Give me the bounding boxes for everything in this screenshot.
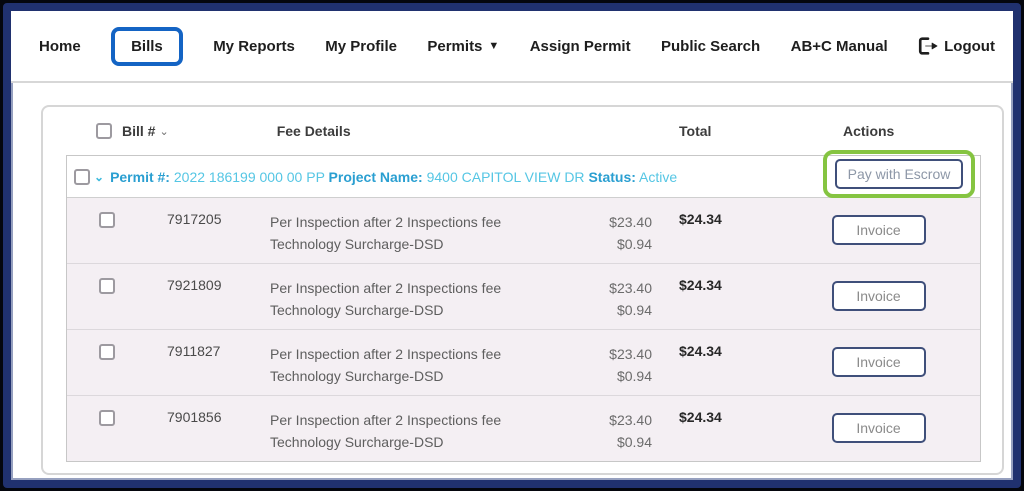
invoice-button[interactable]: Invoice [831,281,926,311]
invoice-button[interactable]: Invoice [831,347,926,377]
bill-row-checkbox[interactable] [99,278,115,294]
column-header-actions: Actions [843,123,895,139]
bill-number: 7911827 [167,343,221,359]
nav-item-my-profile[interactable]: My Profile [325,37,397,55]
bill-row-checkbox[interactable] [99,344,115,360]
fee-amount: $0.94 [616,302,652,318]
nav-item-permits-label: Permits [427,37,483,55]
nav-item-my-reports[interactable]: My Reports [213,37,295,55]
table-row: 7901856 Per Inspection after 2 Inspectio… [67,396,980,462]
status-label: Status: [588,168,636,185]
fee-amount: $0.94 [616,236,652,252]
row-total: $24.34 [679,211,722,227]
column-header-total: Total [679,123,712,139]
fee-name: Per Inspection after 2 Inspections fee [270,412,502,428]
logout-icon [918,37,938,55]
select-all-checkbox[interactable] [96,123,112,139]
invoice-button[interactable]: Invoice [831,215,926,245]
nav-item-abc-manual[interactable]: AB+C Manual [790,37,888,55]
row-actions: Invoice [777,347,980,377]
nav-item-home[interactable]: Home [39,37,81,55]
fee-name: Technology Surcharge-DSD [270,236,444,252]
table-row: 7911827 Per Inspection after 2 Inspectio… [67,330,980,396]
fee-name: Per Inspection after 2 Inspections fee [270,214,502,230]
fee-amount: $23.40 [609,412,652,428]
column-header-bill[interactable]: Bill # ⌄ [122,123,169,139]
bills-group-panel: ⌄ Permit #: 2022 186199 000 00 PP Projec… [66,150,981,462]
fee-name: Per Inspection after 2 Inspections fee [270,280,502,296]
permit-number-label: Permit #: [110,168,170,185]
bill-row-checkbox[interactable] [99,212,115,228]
row-total: $24.34 [679,277,722,293]
top-nav: Home Bills My Reports My Profile Permits… [11,11,1013,83]
fee-name: Per Inspection after 2 Inspections fee [270,346,502,362]
permit-summary-text: Permit #: 2022 186199 000 00 PP Project … [110,169,677,185]
fee-amount: $23.40 [609,214,652,230]
pay-with-escrow-button[interactable]: Pay with Escrow [835,159,963,189]
status-value: Active [639,168,678,185]
nav-item-bills-label: Bills [131,37,163,55]
nav-item-bills-highlighted[interactable]: Bills [111,26,183,66]
row-total: $24.34 [679,409,722,425]
fee-amounts: $23.40 $0.94 [562,409,652,453]
project-name-label: Project Name: [328,168,423,185]
fee-amounts: $23.40 $0.94 [562,211,652,255]
fee-names: Per Inspection after 2 Inspections fee T… [270,343,562,387]
table-row: 7921809 Per Inspection after 2 Inspectio… [67,264,980,330]
row-actions: Invoice [777,413,980,443]
fee-names: Per Inspection after 2 Inspections fee T… [270,277,562,321]
bill-number: 7921809 [167,277,222,293]
bill-number: 7901856 [167,409,222,425]
fee-names: Per Inspection after 2 Inspections fee T… [270,211,562,255]
nav-item-logout[interactable]: Logout [918,37,995,55]
fee-name: Technology Surcharge-DSD [270,434,444,450]
fee-amounts: $23.40 $0.94 [562,343,652,387]
fee-amount: $0.94 [616,434,652,450]
fee-name: Technology Surcharge-DSD [270,368,444,384]
nav-item-permits[interactable]: Permits ▼ [427,38,499,55]
row-actions: Invoice [777,215,980,245]
nav-item-logout-label: Logout [944,37,995,55]
table-header-row: Bill # ⌄ Fee Details Total Actions [43,107,1002,155]
chevron-down-icon: ▼ [488,40,500,52]
column-header-bill-label: Bill # [122,123,156,139]
fee-amount: $23.40 [609,346,652,362]
nav-item-assign-permit[interactable]: Assign Permit [529,37,631,55]
row-actions: Invoice [777,281,980,311]
fee-names: Per Inspection after 2 Inspections fee T… [270,409,562,453]
bills-table-card: Bill # ⌄ Fee Details Total Actions ⌄ Per… [41,105,1004,475]
escrow-highlight-annotation: Pay with Escrow [823,150,975,198]
row-total: $24.34 [679,343,722,359]
page-content: Home Bills My Reports My Profile Permits… [3,3,1021,488]
project-name-value: 9400 CAPITOL VIEW DR [426,168,585,185]
permit-checkbox[interactable] [74,168,90,185]
bill-row-checkbox[interactable] [99,410,115,426]
sort-caret-icon: ⌄ [159,125,169,138]
permit-group-row: ⌄ Permit #: 2022 186199 000 00 PP Projec… [67,150,980,198]
bill-number: 7917205 [167,211,222,227]
fee-amount: $23.40 [609,280,652,296]
column-header-fee-details: Fee Details [276,123,351,139]
fee-name: Technology Surcharge-DSD [270,302,444,318]
fee-amount: $0.94 [616,368,652,384]
fee-amounts: $23.40 $0.94 [562,277,652,321]
permit-number-value: 2022 186199 000 00 PP [173,168,325,185]
permit-expand-chevron-icon[interactable]: ⌄ [94,169,105,184]
invoice-button[interactable]: Invoice [831,413,926,443]
table-row: 7917205 Per Inspection after 2 Inspectio… [67,198,980,264]
nav-item-public-search[interactable]: Public Search [660,37,761,55]
